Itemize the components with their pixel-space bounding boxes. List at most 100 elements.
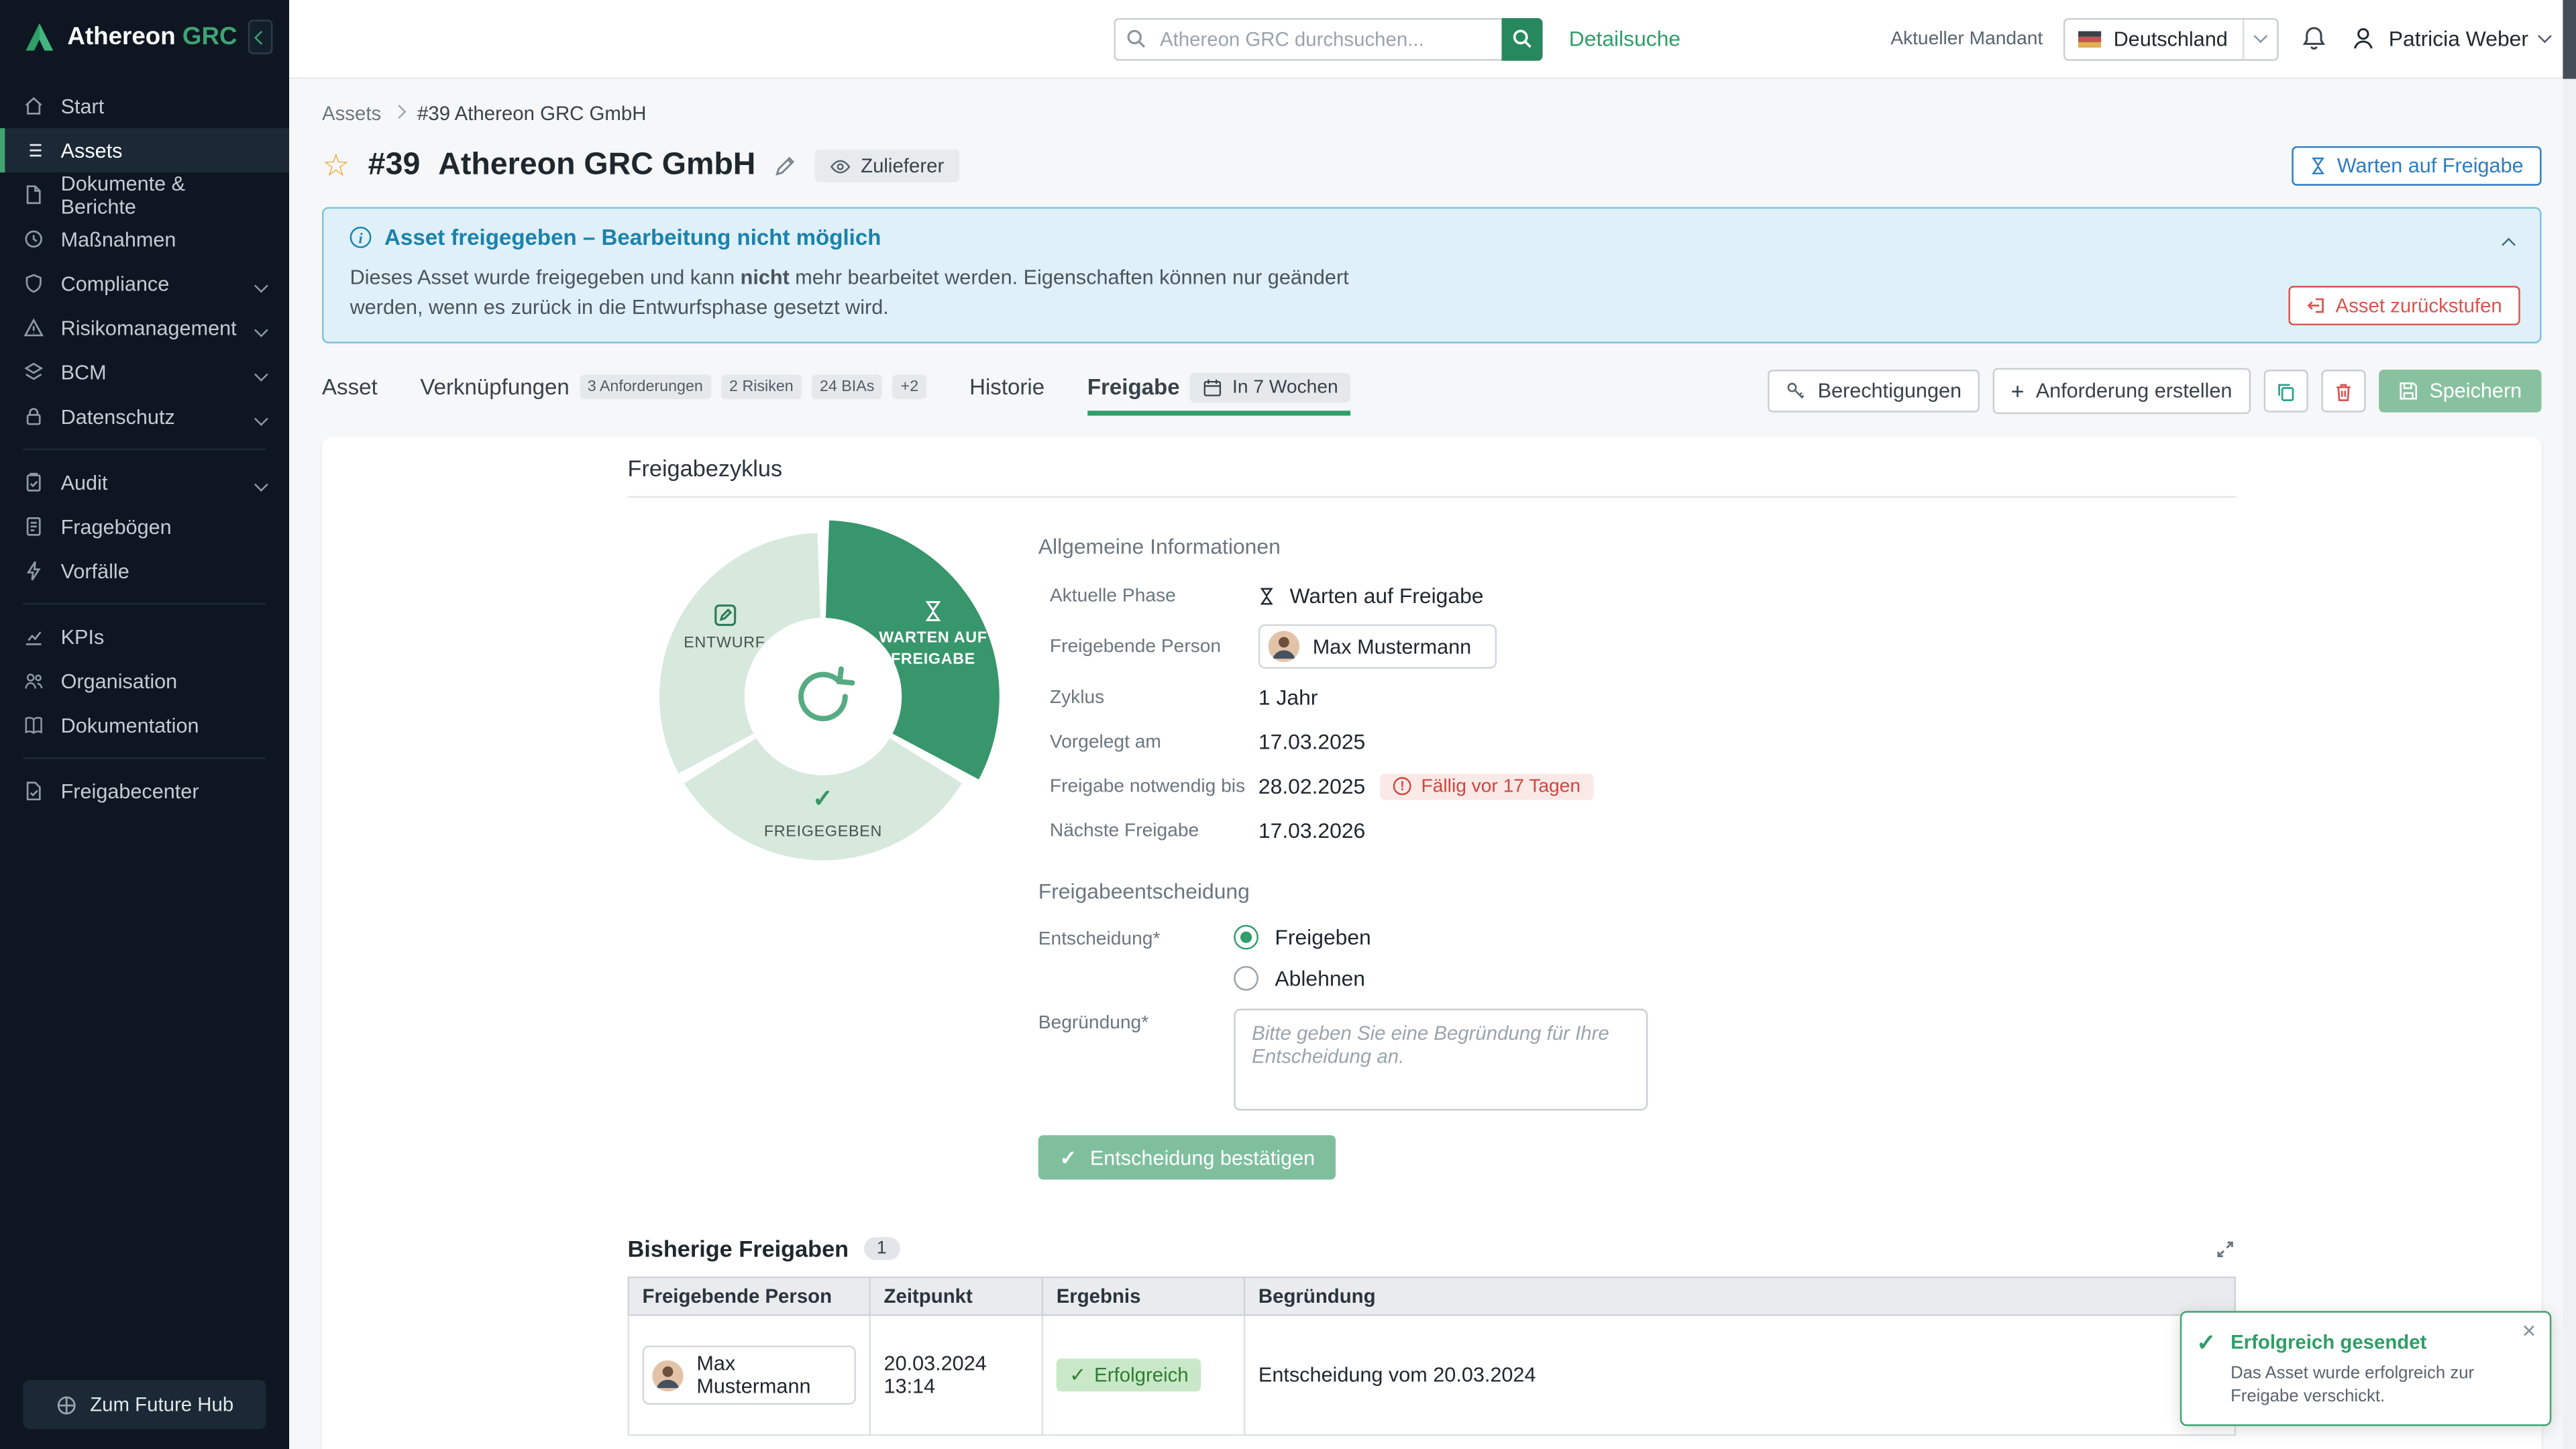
radio-freigeben[interactable]: Freigeben [1234,925,1371,950]
permissions-button[interactable]: Berechtigungen [1768,370,1980,413]
phase-draft-label[interactable]: ENTWURF [643,603,807,655]
sidebar-collapse-button[interactable] [249,19,273,54]
links-badge: 3 Anforderungen [580,375,712,400]
expand-icon[interactable] [2214,1238,2236,1260]
sidebar-logo-row: Athereon GRC [0,0,289,77]
chevron-down-icon [256,405,266,428]
decision-title: Freigabeentscheidung [1038,879,2236,904]
trash-icon [2332,381,2354,402]
approver-person-chip[interactable]: Max Mustermann [1258,625,1496,669]
search-submit-button[interactable] [1501,17,1542,60]
toast-title: Erfolgreich gesendet [2231,1330,2426,1353]
radio-unselected-icon [1234,967,1258,991]
banner-collapse-button[interactable] [2504,228,2514,258]
layers-icon [23,362,44,383]
tab-freigabe[interactable]: Freigabe In 7 Wochen [1087,372,1351,415]
info-row-next-release: Nächste Freigabe 17.03.2026 [1038,815,2236,847]
hourglass-icon [1258,586,1275,606]
favorite-star-icon[interactable]: ☆ [322,150,350,182]
breadcrumb-parent[interactable]: Assets [322,102,381,125]
history-person-chip[interactable]: Max Mustermann [643,1346,856,1405]
page-title: #39Athereon GRC GmbH [368,148,756,184]
document-icon [23,184,44,205]
user-icon [2349,25,2377,53]
confirm-decision-button[interactable]: ✓ Entscheidung bestätigen [1038,1136,1336,1180]
history-header: Bisherige Freigaben 1 [628,1236,2237,1262]
breadcrumb-current: #39 Athereon GRC GmbH [417,102,646,125]
general-info-title: Allgemeine Informationen [1038,535,2236,559]
toast-close-icon[interactable]: ✕ [2522,1320,2537,1342]
phase-released-label[interactable]: ✓ FREIGEGEBEN [741,784,905,843]
avatar [1269,631,1300,663]
sidebar-item-massnahmen[interactable]: Maßnahmen [0,217,289,261]
topbar-right-group: Aktueller Mandant Deutschland Patricia W… [1890,17,2550,60]
decision-reason-row: Begründung* [1038,1009,2236,1111]
sidebar-item-kpis[interactable]: KPIs [0,614,289,659]
sidebar-item-risikomanagement[interactable]: Risikomanagement [0,306,289,350]
home-icon [23,95,44,117]
sidebar-item-dokumente-berichte[interactable]: Dokumente & Berichte [0,172,289,217]
detail-search-link[interactable]: Detailsuche [1569,26,1680,51]
history-title: Bisherige Freigaben [628,1236,849,1262]
sidebar-item-dokumentation[interactable]: Dokumentation [0,703,289,747]
edit-pencil-icon[interactable] [773,154,796,177]
reason-label: Begründung* [1038,1009,1234,1111]
asset-downgrade-button[interactable]: Asset zurückstufen [2288,286,2520,326]
document-check-icon [23,780,44,802]
radio-ablehnen[interactable]: Ablehnen [1234,967,1371,991]
col-person: Freigebende Person [629,1278,870,1316]
chevron-down-icon [2538,29,2552,43]
check-icon: ✓ [2196,1327,2216,1409]
asset-type-badge: Zulieferer [815,150,959,182]
sidebar-divider [23,449,266,450]
tab-historie[interactable]: Historie [969,375,1044,413]
radio-selected-icon [1234,925,1258,950]
save-button[interactable]: Speichern [2378,370,2541,413]
notifications-bell-icon[interactable] [2300,25,2328,53]
tab-actions: Berechtigungen + Anforderung erstellen [1768,368,2541,419]
info-row-current-phase: Aktuelle Phase Warten auf Freigabe [1038,580,2236,612]
sidebar-item-datenschutz[interactable]: Datenschutz [0,394,289,439]
sidebar-item-frageboegen[interactable]: Fragebögen [0,504,289,549]
search-input[interactable] [1114,17,1501,60]
incident-icon [23,560,44,582]
scrollbar-track[interactable] [2563,0,2576,1449]
sidebar-item-compliance[interactable]: Compliance [0,261,289,305]
sidebar-item-organisation[interactable]: Organisation [0,659,289,703]
reason-textarea[interactable] [1234,1009,1648,1111]
tenant-select[interactable]: Deutschland [2064,17,2279,60]
tenant-value: Deutschland [2114,27,2228,50]
sidebar-item-bcm[interactable]: BCM [0,350,289,394]
delete-button[interactable] [2321,370,2365,413]
breadcrumb-separator-icon [392,104,407,118]
future-hub-button[interactable]: Zum Future Hub [23,1380,266,1429]
sidebar-item-freigabecenter[interactable]: Freigabecenter [0,769,289,813]
sidebar-item-audit[interactable]: Audit [0,460,289,504]
save-icon [2398,382,2418,401]
sidebar-item-start[interactable]: Start [0,84,289,128]
copy-button[interactable] [2263,370,2308,413]
user-menu[interactable]: Patricia Weber [2349,25,2550,53]
col-time: Zeitpunkt [870,1278,1042,1316]
history-count-badge: 1 [863,1238,900,1260]
tab-asset[interactable]: Asset [322,375,378,413]
chevron-left-icon [254,30,268,44]
warning-triangle-icon [23,317,44,339]
phase-waiting-label[interactable]: WARTEN AUF FREIGABE [851,600,1016,670]
chevron-down-icon [256,471,266,494]
create-requirement-button[interactable]: + Anforderung erstellen [1993,368,2251,415]
questionnaire-icon [23,516,44,537]
banner-text: Dieses Asset wurde freigegeben und kann … [350,263,1415,323]
list-icon [23,140,44,161]
check-icon: ✓ [1069,1364,1086,1387]
history-reason: Entscheidung vom 20.03.2024 [1244,1316,2235,1436]
copy-icon [2275,381,2296,402]
chevron-down-icon [2243,19,2277,58]
success-toast: ✓ Erfolgreich gesendet Das Asset wurde e… [2180,1310,2551,1426]
release-cycle-card: Freigabezyklus [322,437,2542,1449]
sidebar-item-vorfaelle[interactable]: Vorfälle [0,549,289,593]
phase-status-button[interactable]: Warten auf Freigabe [2291,146,2541,186]
sidebar-item-assets[interactable]: Assets [0,128,289,172]
tab-verknuepfungen[interactable]: Verknüpfungen 3 Anforderungen 2 Risiken … [420,375,926,413]
scrollbar-thumb[interactable] [2563,0,2576,79]
